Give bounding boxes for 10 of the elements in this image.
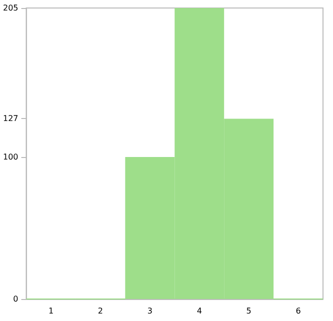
y-tick-label: 205: [2, 4, 18, 12]
y-tick-label: 100: [2, 152, 18, 162]
x-tick-label: 5: [246, 306, 252, 316]
x-tick-label: 1: [48, 306, 54, 316]
x-tick-label: 4: [196, 306, 202, 316]
x-tick-label: 3: [147, 306, 152, 316]
x-tick-label: 6: [296, 306, 301, 316]
y-tick-label: 0: [13, 294, 18, 304]
x-tick-label: 2: [98, 306, 103, 316]
y-tick-label: 127: [2, 114, 18, 124]
